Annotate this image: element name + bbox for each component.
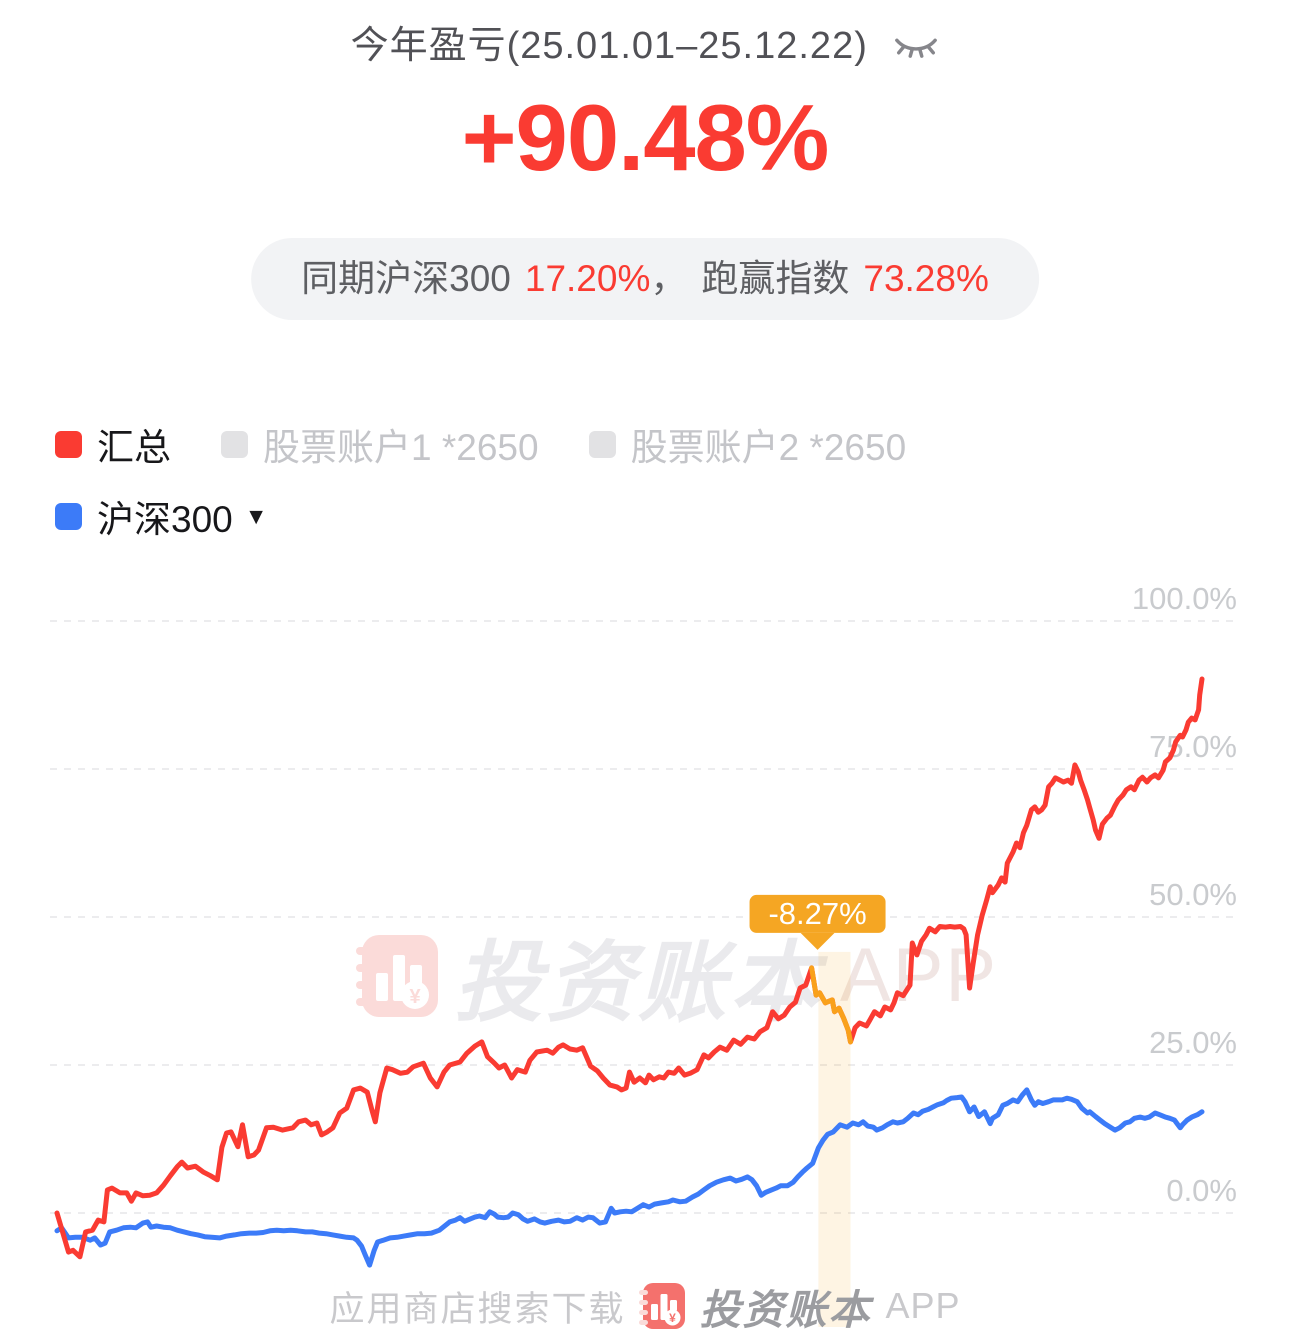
drawdown-tooltip: -8.27% — [749, 894, 886, 950]
chevron-down-icon[interactable]: ▼ — [244, 502, 268, 529]
page-title: 今年盈亏(25.01.01–25.12.22) — [350, 25, 868, 67]
app-store-hint: 应用商店搜索下载 — [329, 1289, 626, 1329]
legend-label-account1: 股票账户1 *2650 — [263, 427, 539, 468]
legend-label-total: 汇总 — [97, 427, 171, 468]
y-axis-tick: 25.0% — [1149, 1025, 1237, 1060]
legend-item-account1[interactable]: 股票账户1 *2650 — [221, 417, 539, 471]
separator: ， — [650, 258, 688, 299]
drawdown-value: -8.27% — [768, 896, 866, 931]
outperform-label: 跑赢指数 — [701, 258, 850, 299]
brand-suffix: APP — [885, 1285, 961, 1326]
app-icon: ¥ — [639, 1283, 686, 1329]
svg-text:¥: ¥ — [409, 986, 421, 1008]
legend-item-total[interactable]: 汇总 — [55, 417, 171, 471]
total-return-line — [54, 676, 1205, 1260]
account1-swatch — [221, 430, 248, 458]
y-axis-tick: 0.0% — [1166, 1173, 1237, 1208]
account2-swatch — [588, 430, 616, 458]
page-header: 今年盈亏(25.01.01–25.12.22) — [0, 14, 1290, 72]
watermark: ¥ 投资账本 APP — [356, 912, 998, 1039]
y-axis-tick: 100.0% — [1132, 581, 1237, 616]
legend-label-benchmark: 沪深300 — [97, 499, 233, 540]
watermark-brand: 投资账本 — [454, 933, 823, 1032]
total-swatch — [55, 430, 82, 458]
benchmark-line — [54, 1087, 1205, 1268]
total-return-value: +90.48% — [461, 85, 830, 190]
benchmark-summary-pill: 同期沪深300 17.20%， 跑赢指数 73.28% — [251, 238, 1039, 320]
outperform-value: 73.28% — [863, 258, 989, 299]
legend-row-accounts: 汇总 股票账户1 *2650 股票账户2 *2650 — [55, 422, 906, 468]
footer: 应用商店搜索下载 ¥ 投资账本 APP — [0, 1276, 1290, 1336]
benchmark-label: 同期沪深300 — [301, 258, 511, 299]
legend-item-benchmark[interactable]: 沪深300 ▼ — [55, 489, 268, 543]
brand-name: 投资账本 — [699, 1287, 872, 1333]
legend-item-account2[interactable]: 股票账户2 *2650 — [588, 417, 907, 471]
profit-chart[interactable]: 100.0% 75.0% 50.0% 25.0% 0.0% -8.27% — [0, 560, 1290, 1327]
drawdown-segment — [809, 965, 853, 1045]
legend-row-benchmark: 沪深300 ▼ — [55, 494, 268, 540]
benchmark-swatch — [55, 502, 82, 530]
benchmark-value: 17.20% — [524, 258, 651, 299]
eye-closed-icon[interactable] — [893, 29, 939, 72]
legend-label-account2: 股票账户2 *2650 — [630, 427, 907, 468]
y-axis-tick: 50.0% — [1149, 877, 1237, 912]
svg-text:¥: ¥ — [670, 1311, 677, 1325]
y-axis-tick: 75.0% — [1149, 729, 1237, 764]
watermark-app-icon: ¥ — [356, 934, 438, 1017]
